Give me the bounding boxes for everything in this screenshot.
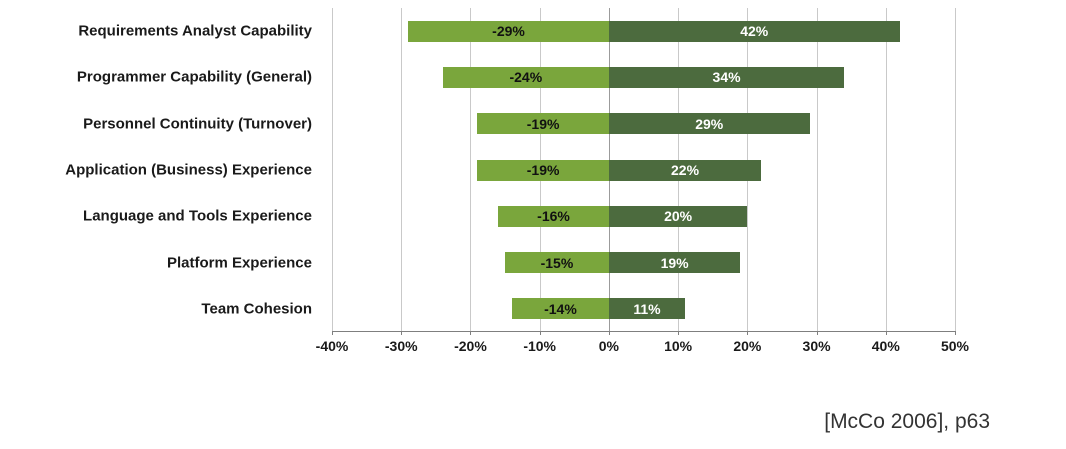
bar-negative: -19% — [477, 113, 609, 135]
x-tick-label: 0% — [598, 338, 619, 354]
category-labels: Requirements Analyst Capability Programme… — [0, 0, 322, 340]
category-label: Application (Business) Experience — [65, 161, 312, 179]
axis-tick — [332, 331, 333, 335]
axis-tick — [539, 331, 541, 335]
x-tick-label: -40% — [315, 338, 349, 354]
bar-negative: -15% — [505, 252, 609, 274]
bar-value-label: 34% — [712, 69, 741, 86]
bar-negative: -19% — [477, 159, 609, 181]
axis-tick — [816, 331, 818, 335]
bar-negative: -24% — [442, 66, 609, 88]
axis-tick — [885, 331, 887, 335]
bar-value-label: 20% — [664, 208, 693, 225]
citation: [McCo 2006], p63 — [824, 410, 990, 433]
x-tick-label: 50% — [940, 338, 970, 354]
category-label: Personnel Continuity (Turnover) — [83, 115, 312, 133]
bar-positive: 20% — [608, 205, 748, 227]
bar-positive: 29% — [608, 113, 810, 135]
bar-value-label: -29% — [492, 23, 525, 40]
gridline — [816, 8, 818, 331]
bar-value-label: 22% — [671, 162, 700, 178]
bar-negative: -29% — [408, 20, 609, 42]
bar-value-label: 19% — [660, 254, 689, 271]
gridline — [332, 8, 333, 331]
bar-value-label: -24% — [509, 69, 543, 86]
bar-positive: 11% — [608, 298, 686, 320]
x-tick-label: 40% — [871, 338, 900, 354]
axis-tick — [747, 331, 749, 335]
bar-value-label: -19% — [526, 115, 560, 132]
bar-value-label: -16% — [537, 208, 570, 225]
x-tick-label: -10% — [523, 338, 556, 354]
bar-value-label: -14% — [544, 300, 577, 317]
bar-positive: 19% — [608, 252, 741, 274]
gridline — [955, 8, 956, 331]
bar-negative: -14% — [511, 298, 609, 320]
x-tick-label: -30% — [384, 338, 418, 354]
bar-value-label: 42% — [740, 23, 769, 40]
gridline — [401, 8, 403, 331]
x-tick-label: -20% — [454, 338, 487, 354]
plot-area: -40% -30% -20% -10% 0% 10% 20% 30% 40% 50% -29% 42%… — [316, 8, 969, 354]
category-label: Programmer Capability (General) — [76, 68, 312, 86]
axis-tick — [470, 331, 472, 335]
category-label: Requirements Analyst Capability — [78, 22, 312, 40]
bar-positive: 22% — [608, 159, 762, 181]
bar-positive: 42% — [608, 20, 900, 42]
bar-value-label: 11% — [633, 300, 661, 317]
axis-tick — [955, 331, 956, 335]
bar-value-label: 29% — [695, 115, 724, 132]
x-tick-label: 30% — [802, 338, 831, 354]
x-tick-label: 20% — [733, 338, 762, 354]
x-tick-label: 10% — [664, 338, 693, 354]
gridline — [885, 8, 887, 331]
category-label: Team Cohesion — [201, 300, 312, 318]
axis-tick — [608, 331, 610, 335]
category-label: Platform Experience — [166, 254, 312, 272]
bar-value-label: -15% — [540, 254, 574, 271]
bar-positive: 34% — [608, 66, 845, 88]
gridline — [470, 8, 472, 331]
bar-value-label: -19% — [526, 162, 560, 178]
category-label: Language and Tools Experience — [83, 207, 312, 225]
axis-tick — [401, 331, 403, 335]
bar-negative: -16% — [498, 205, 609, 227]
axis-tick — [678, 331, 680, 335]
